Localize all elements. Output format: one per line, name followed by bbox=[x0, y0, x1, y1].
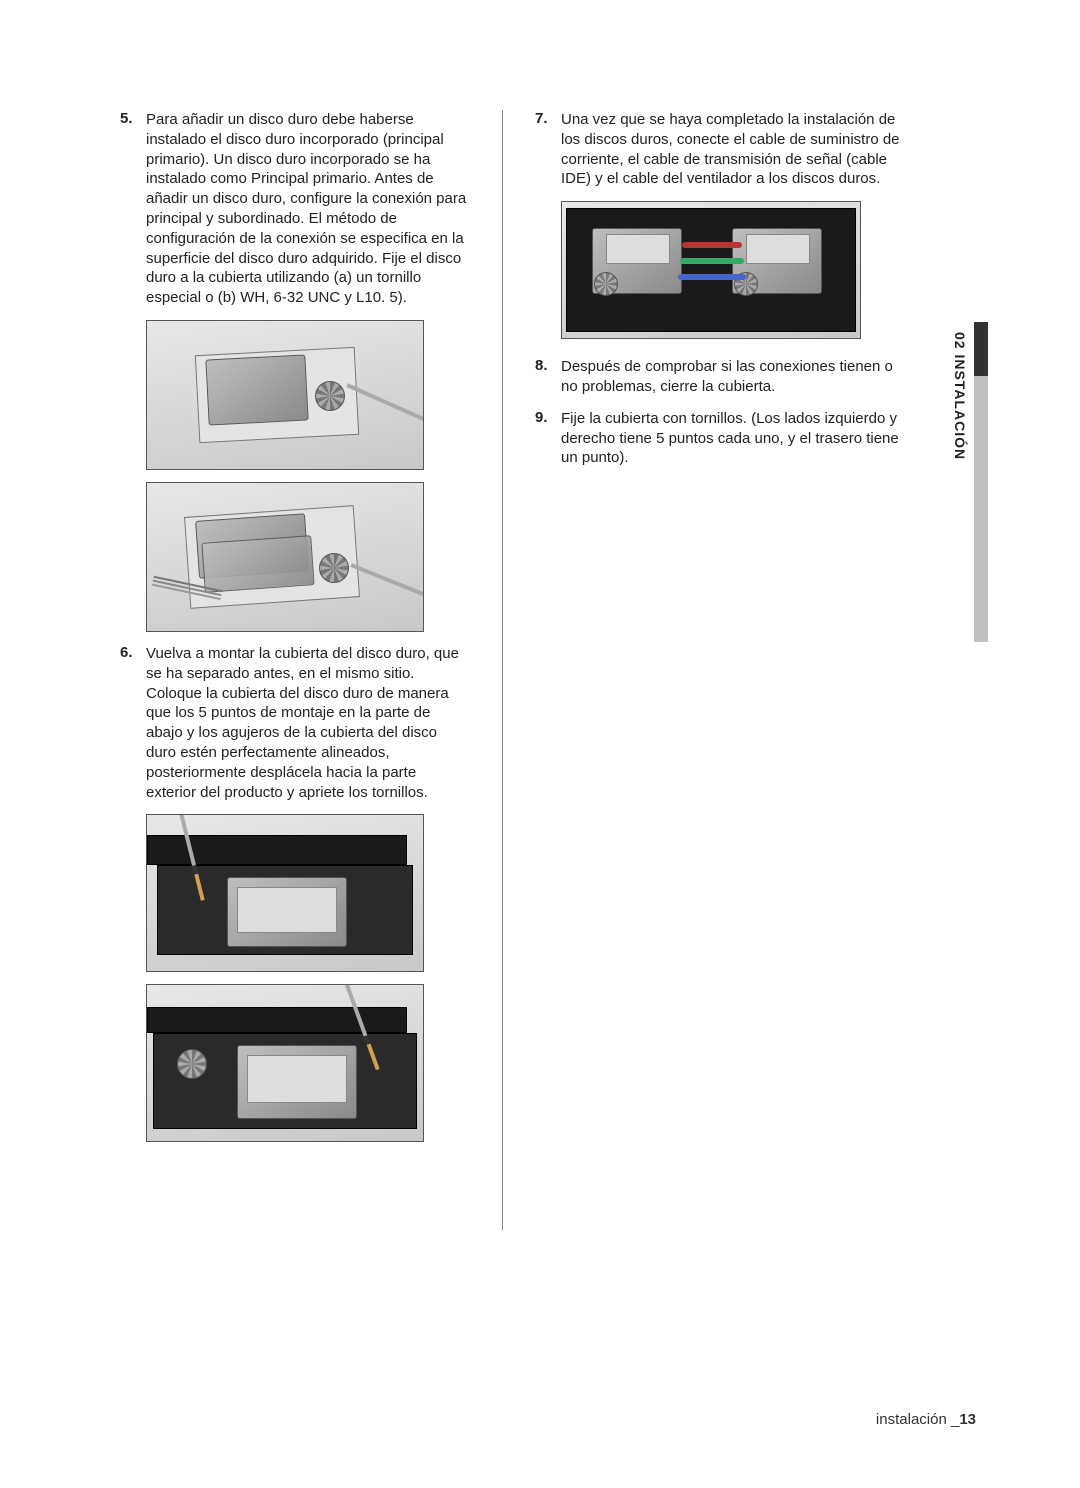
section-tab-label: 02 INSTALACIÓN bbox=[952, 332, 968, 460]
step-text: Para añadir un disco duro debe haberse i… bbox=[146, 110, 470, 308]
step-6: 6. Vuelva a montar la cubierta del disco… bbox=[120, 644, 470, 802]
figure-5a bbox=[146, 320, 424, 470]
content-columns: 5. Para añadir un disco duro debe habers… bbox=[120, 110, 980, 1230]
figure-5b bbox=[146, 482, 424, 632]
left-column: 5. Para añadir un disco duro debe habers… bbox=[120, 110, 470, 1230]
figure-6a bbox=[146, 814, 424, 972]
step-num: 9. bbox=[535, 409, 561, 468]
step-7: 7. Una vez que se haya completado la ins… bbox=[535, 110, 905, 189]
step-5: 5. Para añadir un disco duro debe habers… bbox=[120, 110, 470, 308]
footer-page: 13 bbox=[959, 1411, 976, 1428]
step-8: 8. Después de comprobar si las conexione… bbox=[535, 357, 905, 397]
footer-label: instalación _ bbox=[876, 1411, 959, 1428]
step-num: 7. bbox=[535, 110, 561, 189]
step-num: 8. bbox=[535, 357, 561, 397]
right-column: 7. Una vez que se haya completado la ins… bbox=[535, 110, 905, 1230]
step-text: Fije la cubierta con tornillos. (Los lad… bbox=[561, 409, 905, 468]
step-9: 9. Fije la cubierta con tornillos. (Los … bbox=[535, 409, 905, 468]
figure-7 bbox=[561, 201, 861, 339]
step-text: Después de comprobar si las conexiones t… bbox=[561, 357, 905, 397]
step-num: 6. bbox=[120, 644, 146, 802]
page-footer: instalación _13 bbox=[876, 1411, 976, 1428]
column-divider bbox=[502, 110, 503, 1230]
step-text: Una vez que se haya completado la instal… bbox=[561, 110, 905, 189]
step-num: 5. bbox=[120, 110, 146, 308]
section-tab-marker bbox=[974, 322, 988, 642]
figure-6b bbox=[146, 984, 424, 1142]
step-text: Vuelva a montar la cubierta del disco du… bbox=[146, 644, 470, 802]
